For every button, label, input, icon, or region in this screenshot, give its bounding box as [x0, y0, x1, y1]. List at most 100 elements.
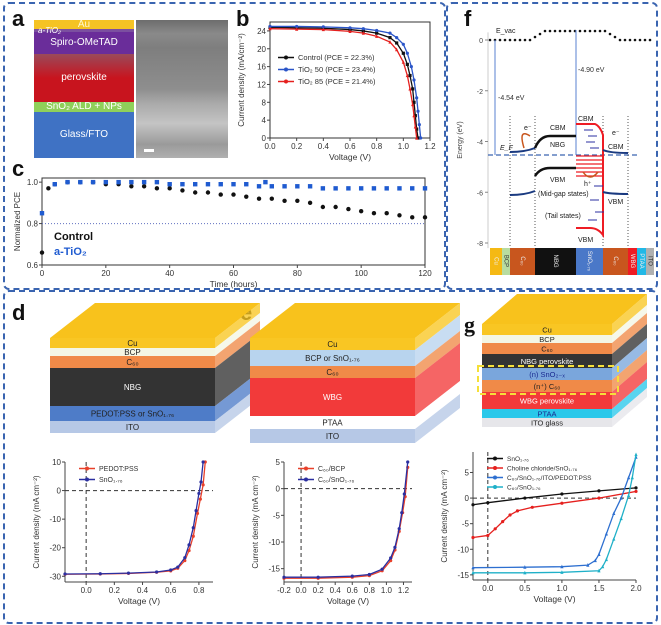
device-layer-stack: Au a-TiO₂ Spiro-OMeTAD perovskite SnO₂ ALD +…: [34, 20, 134, 158]
band-label-vbm1: VBM: [550, 177, 565, 184]
data-point: [197, 491, 201, 496]
c60-vbm: [509, 190, 536, 196]
data-point: [295, 198, 300, 203]
panel-label-f: f: [464, 6, 472, 31]
data-point: [191, 526, 195, 530]
vacuum-level-dot: [598, 29, 602, 33]
legend-label: C₆₀/BCP: [318, 466, 345, 473]
y-axis-label: Energy (eV): [457, 121, 464, 158]
stack-top-face: [482, 294, 647, 324]
data-point: [419, 136, 423, 140]
data-point: [180, 188, 185, 193]
vacuum-level-dot: [543, 29, 547, 33]
data-point: [63, 572, 67, 576]
x-tick-label: 2.0: [630, 584, 642, 593]
data-point: [129, 184, 134, 189]
series-line: [472, 487, 637, 506]
stack-layer-side: [215, 333, 260, 406]
chart-g: 0.0 0.5 1.0 1.5 2.0 -15 -10 -5 0 5 Voltage (V) Curr…: [440, 452, 642, 604]
data-point: [612, 536, 616, 541]
stack-layer-side: [612, 294, 647, 335]
chart-c: 0 20 40 60 80 100 120 0.6 0.8 1.0 Time (hours) Norm…: [13, 177, 432, 289]
data-point: [350, 574, 354, 578]
data-point: [361, 29, 365, 33]
y-tick-label: -5: [462, 520, 470, 529]
vacuum-level-dot: [518, 38, 522, 42]
stack-layer-label: ITO: [126, 423, 139, 432]
data-point: [402, 492, 406, 496]
data-point: [401, 51, 405, 55]
series-0: Control: [39, 179, 428, 255]
y-tick-label: 8: [262, 98, 267, 107]
data-point: [422, 186, 428, 191]
stack-layer-label: Cu: [327, 340, 337, 349]
band-label-vbm3: VBM: [608, 199, 623, 206]
data-point: [412, 100, 416, 104]
data-point: [410, 215, 415, 220]
x-tick-label: 0.6: [344, 142, 356, 151]
stack-layer-side: [612, 388, 647, 427]
series-2: C₆₀/SnO₁.₇₆/ITO/PEDOT:PSS: [471, 455, 638, 570]
legend-marker: [284, 55, 288, 60]
data-point: [471, 570, 475, 575]
data-point: [415, 127, 419, 131]
strip-layer: [535, 248, 576, 275]
x-axis-label: Time (hours): [210, 279, 258, 289]
data-point: [358, 186, 364, 191]
strip-layer: [628, 248, 637, 275]
stack-layer-front: [50, 406, 215, 421]
y-tick-label: 24: [257, 27, 266, 36]
c60-right-vbm: [602, 191, 629, 195]
data-point: [195, 511, 200, 516]
vacuum-level-dot: [628, 38, 632, 42]
c60-right-cbm: [602, 149, 629, 154]
stack-layer-side: [612, 338, 647, 380]
layer-5: Glass/FTO: [34, 112, 134, 158]
data-point: [180, 182, 185, 187]
vacuum-level-dot: [583, 29, 587, 33]
data-point: [384, 211, 389, 216]
data-point: [98, 572, 102, 576]
stack-layer-side: [415, 315, 460, 366]
series-line: [472, 456, 637, 569]
data-point: [406, 460, 410, 464]
data-point: [244, 182, 249, 187]
panel-label-c: c: [12, 156, 25, 181]
data-point: [597, 489, 601, 493]
ef-label: E_F: [500, 145, 514, 152]
data-point: [194, 508, 198, 513]
data-point: [626, 493, 631, 498]
data-point: [619, 516, 623, 521]
data-point: [388, 36, 392, 40]
vacuum-level-dot: [553, 29, 557, 33]
y-tick-label: 5: [465, 468, 470, 477]
data-point: [397, 186, 402, 191]
legend-label: C₆₀/SnO₁.₇₆/ITO/PEDOT:PSS: [507, 475, 592, 482]
x-tick-label: 0.6: [165, 586, 177, 595]
y-tick-label: -15: [457, 571, 469, 580]
vacuum-level-dot: [643, 38, 647, 42]
data-point: [268, 26, 272, 31]
y-tick-label: 0.6: [27, 261, 39, 270]
vacuum-level-dot: [568, 29, 572, 33]
legend-label: a-TiO₂: [54, 246, 87, 258]
y-tick-label: 0: [479, 38, 483, 45]
x-tick-label: 0.8: [364, 586, 376, 595]
c60-cbm: [509, 147, 536, 153]
stack-top-face: [50, 303, 260, 338]
stack-layer-label: C₆₀: [541, 345, 553, 354]
data-point: [612, 511, 616, 516]
data-point: [367, 572, 371, 577]
x-tick-label: 1.0: [398, 142, 410, 151]
data-point: [597, 568, 601, 573]
vacuum-level-dot: [623, 38, 627, 42]
stack-layer-side: [612, 350, 647, 392]
x-tick-label: 0: [40, 269, 45, 278]
box-bottom: [3, 290, 658, 624]
stack-layer-label: PTAA: [537, 410, 556, 419]
chart-b: 0.0 0.2 0.4 0.6 0.8 1.0 1.2 0 4 8 12 16 20 24 Voltage …: [237, 21, 436, 162]
y-axis-label: Current density (mA/cm⁻²): [237, 33, 246, 127]
vacuum-level-dot: [513, 38, 517, 42]
x-tick-label: 1.5: [593, 584, 605, 593]
legend-label: TiO₂ 85 (PCE = 21.4%): [298, 77, 376, 86]
